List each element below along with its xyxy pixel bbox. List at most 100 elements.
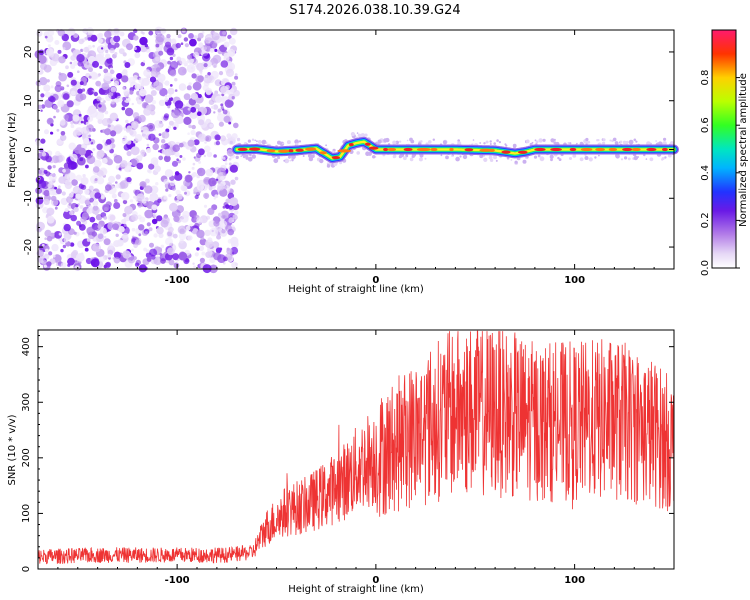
noise-blob — [174, 100, 184, 109]
noise-blob — [218, 71, 224, 76]
trace-halo-speck — [489, 143, 492, 145]
noise-blob — [197, 93, 202, 99]
noise-blob — [86, 155, 96, 165]
noise-blob — [115, 233, 119, 237]
trace-halo-speck — [372, 155, 376, 159]
snr-y-label: SNR (10 * v/v) — [7, 414, 18, 485]
noise-blob — [120, 160, 128, 168]
x-tick-label: -100 — [165, 275, 190, 286]
noise-blob — [45, 248, 49, 253]
noise-blob — [60, 131, 66, 136]
trace-halo-speck — [567, 141, 570, 145]
noise-blob — [179, 238, 184, 244]
noise-blob — [192, 116, 195, 119]
noise-blob — [105, 184, 112, 191]
noise-blob — [188, 124, 192, 129]
noise-blob — [90, 34, 98, 42]
noise-blob — [148, 169, 152, 174]
trace-peak — [319, 151, 327, 155]
trace-peak — [608, 147, 618, 152]
noise-blob — [191, 73, 197, 79]
noise-blob — [174, 171, 180, 176]
y-tick-label: 100 — [21, 504, 32, 523]
trace-halo-speck — [333, 162, 337, 166]
trace-halo-speck — [409, 137, 413, 142]
noise-blob — [125, 119, 129, 124]
noise-blob — [40, 62, 47, 70]
noise-blob — [113, 240, 121, 248]
noise-blob — [36, 30, 43, 37]
noise-blob — [99, 209, 103, 213]
noise-blob — [178, 142, 184, 148]
trace-halo-speck — [283, 159, 286, 162]
noise-blob — [209, 123, 214, 128]
noise-blob — [189, 110, 199, 119]
noise-blob — [212, 104, 219, 110]
noise-blob — [234, 73, 238, 76]
colorbar-tick-label: 0.4 — [700, 165, 711, 181]
noise-blob — [214, 194, 219, 199]
noise-blob — [149, 242, 154, 248]
trace-peak — [403, 147, 413, 152]
noise-blob — [40, 138, 46, 144]
noise-blob — [158, 155, 163, 161]
colorbar-ticks: 0.0 0.2 0.4 0.6 0.8 — [700, 70, 740, 276]
y-tick-label: 20 — [23, 46, 34, 59]
noise-blob — [198, 42, 204, 48]
noise-blob — [163, 155, 171, 163]
noise-blob — [196, 183, 205, 191]
noise-blob — [228, 162, 232, 166]
noise-blob — [232, 214, 238, 220]
noise-blob — [160, 244, 165, 249]
trace-halo-speck — [325, 144, 327, 147]
noise-blob — [203, 204, 208, 208]
noise-blob — [99, 256, 106, 263]
noise-blob — [124, 62, 131, 68]
noise-blob — [146, 148, 152, 153]
x-tick-label: 100 — [564, 275, 585, 286]
noise-blob — [73, 206, 79, 213]
noise-blob — [228, 37, 236, 45]
noise-blob — [155, 182, 159, 186]
noise-blob — [213, 111, 216, 114]
noise-blob — [205, 168, 214, 177]
noise-blob — [113, 80, 120, 87]
noise-blob — [198, 148, 205, 156]
y-tick-label: -10 — [23, 190, 34, 206]
noise-blob — [72, 129, 81, 138]
trace-halo-speck — [251, 154, 256, 159]
noise-blob — [214, 79, 222, 87]
noise-blob — [122, 232, 129, 239]
noise-blob — [138, 114, 146, 123]
snr-plot: -100 0 100 0 100 200 300 400 Height of straigh… — [7, 329, 675, 595]
noise-blob — [86, 238, 91, 242]
noise-blob — [187, 54, 192, 60]
noise-blob — [59, 119, 66, 126]
y-tick-label: 300 — [21, 393, 32, 412]
noise-blob — [173, 126, 177, 130]
trace-halo-speck — [307, 153, 313, 158]
noise-blob — [205, 89, 212, 96]
noise-blob — [98, 52, 105, 59]
noise-blob — [158, 99, 166, 107]
noise-blob — [115, 174, 121, 180]
noise-blob — [104, 128, 111, 136]
noise-blob — [223, 172, 227, 177]
trace-halo-speck — [319, 158, 324, 164]
noise-blob — [85, 164, 89, 169]
noise-blob — [69, 61, 73, 65]
noise-blob — [115, 183, 121, 189]
noise-blob — [54, 206, 58, 210]
noise-blob — [208, 186, 213, 191]
noise-blob — [77, 195, 87, 204]
noise-blob — [167, 142, 172, 146]
noise-blob — [185, 226, 191, 231]
noise-blob — [140, 130, 144, 133]
noise-blob — [103, 72, 113, 82]
trace-halo-speck — [485, 140, 489, 144]
noise-blob — [58, 155, 65, 162]
noise-blob — [103, 235, 107, 239]
noise-blob — [167, 60, 172, 65]
noise-blob — [220, 176, 225, 181]
noise-blob — [183, 37, 189, 42]
